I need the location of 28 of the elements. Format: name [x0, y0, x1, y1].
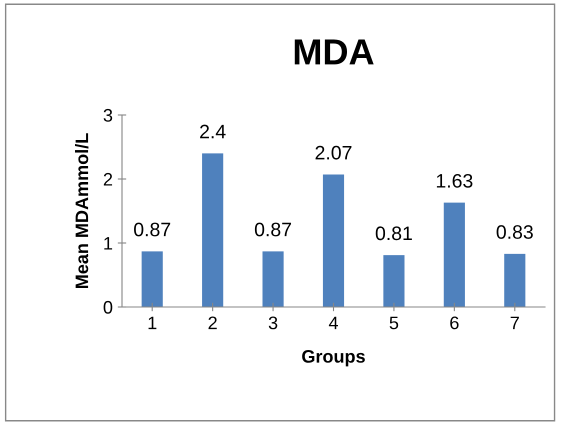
data-label: 1.63	[436, 174, 472, 188]
bar	[444, 202, 465, 307]
bar	[383, 255, 405, 307]
y-tick-label: 3	[104, 108, 112, 122]
x-axis-title: Groups	[302, 350, 365, 366]
data-label: 0.87	[134, 222, 170, 236]
data-label: 2.4	[200, 124, 226, 138]
bar	[202, 153, 224, 307]
bar	[322, 174, 344, 307]
y-tick-label: 0	[104, 300, 112, 314]
x-tick-label: 4	[328, 316, 338, 330]
x-tick-label: 2	[208, 316, 217, 330]
data-label: 0.83	[496, 225, 533, 239]
x-tick-label: 3	[268, 316, 278, 330]
y-axis-title: Mean MDAmmol/L	[74, 133, 88, 288]
chart-title: MDA	[294, 39, 374, 64]
x-tick-label: 1	[148, 316, 156, 330]
bar	[504, 254, 526, 307]
bar	[142, 251, 163, 307]
x-tick-label: 7	[510, 316, 519, 330]
y-tick-label: 1	[104, 237, 112, 250]
y-tick-label: 2	[104, 172, 112, 186]
x-tick-label: 6	[450, 316, 459, 330]
data-label: 0.87	[254, 222, 292, 236]
data-label: 0.81	[376, 226, 412, 240]
x-tick-label: 5	[390, 316, 398, 330]
bar	[262, 251, 284, 307]
data-label: 2.07	[316, 146, 352, 160]
